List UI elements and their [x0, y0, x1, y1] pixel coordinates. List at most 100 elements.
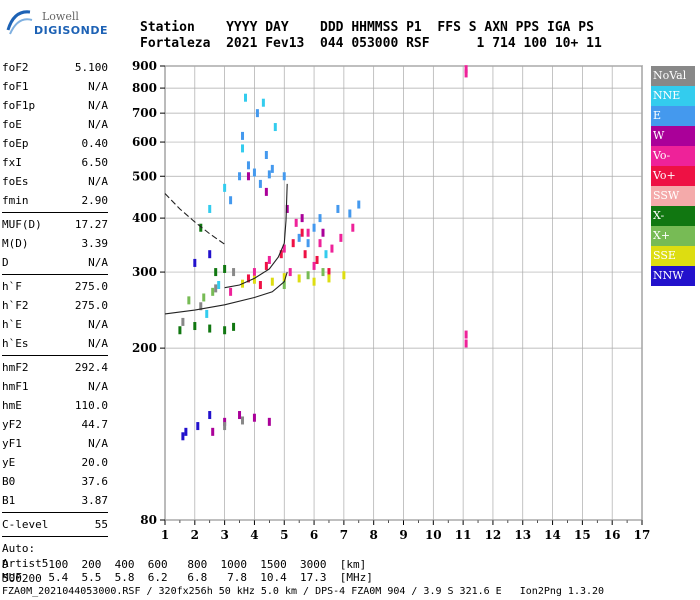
data-point — [255, 109, 259, 118]
data-point — [241, 131, 245, 140]
param-value: 44.7 — [81, 418, 109, 431]
header-values: Fortaleza 2021 Fev13 044 053000 RSF 1 71… — [140, 36, 602, 51]
height-trace — [164, 193, 225, 245]
data-point — [243, 93, 247, 102]
data-point — [315, 255, 319, 264]
data-point — [297, 233, 301, 242]
data-point — [297, 274, 301, 283]
param-value: 17.27 — [74, 218, 108, 231]
param-row: h`F2 275.0 — [2, 296, 108, 315]
panel-divider — [2, 212, 108, 213]
param-row: foF2 5.100 — [2, 58, 108, 77]
data-point — [330, 244, 334, 253]
x-tick-label: 4 — [250, 528, 258, 542]
data-point — [327, 274, 331, 283]
data-point — [252, 413, 256, 422]
param-value: N/A — [88, 380, 108, 393]
data-point — [214, 268, 218, 277]
data-point — [246, 172, 250, 181]
y-tick-label: 400 — [132, 211, 157, 225]
data-point — [464, 339, 468, 348]
param-key: h`F — [2, 280, 22, 293]
y-tick-label: 500 — [132, 169, 157, 183]
data-point — [270, 277, 274, 286]
logo-swirl-icon — [6, 10, 33, 35]
param-value: 2.90 — [81, 194, 109, 207]
data-point — [223, 183, 227, 192]
param-value: N/A — [88, 80, 108, 93]
legend-entry-vo-: Vo- — [651, 146, 695, 166]
data-point — [261, 98, 265, 107]
data-point — [223, 264, 227, 273]
data-point — [282, 244, 286, 253]
data-point — [264, 187, 268, 196]
polarization-legend: NoVal NNE E W Vo- Vo+ SSW X- X+ SSE NNW — [651, 66, 695, 286]
data-point — [238, 172, 242, 181]
param-row: foEp 0.40 — [2, 134, 108, 153]
x-tick-label: 17 — [634, 528, 651, 542]
data-point — [464, 69, 468, 78]
param-row: fmin 2.90 — [2, 191, 108, 210]
param-key: h`F2 — [2, 299, 29, 312]
param-value: 275.0 — [74, 299, 108, 312]
data-point — [211, 287, 215, 296]
data-point — [241, 416, 245, 425]
param-key: fxI — [2, 156, 22, 169]
param-value: N/A — [88, 118, 108, 131]
param-key: h`E — [2, 318, 22, 331]
param-key: foF1 — [2, 80, 29, 93]
param-key: yF1 — [2, 437, 22, 450]
param-value: 5.100 — [74, 61, 108, 74]
y-tick-label: 800 — [132, 81, 157, 95]
file-info-footer: FZA0M_2021044053000.RSF / 320fx256h 50 k… — [2, 586, 605, 597]
data-point — [306, 228, 310, 237]
param-value: 3.39 — [81, 237, 109, 250]
panel-divider — [2, 512, 108, 513]
data-point — [348, 209, 352, 218]
digisonde-logo: Lowell DIGISONDE — [4, 6, 107, 42]
data-point — [282, 273, 286, 282]
y-tick-label: 600 — [132, 135, 157, 149]
param-key: D — [2, 256, 9, 269]
data-point — [211, 427, 215, 436]
autoscaling-line: Artist5 — [2, 557, 49, 570]
legend-entry-sse: SSE — [651, 246, 695, 266]
data-point — [294, 218, 298, 227]
y-tick-label: 80 — [140, 513, 157, 527]
data-point — [312, 277, 316, 286]
muf-row: MUF 5.4 5.5 5.8 6.2 6.8 7.8 10.4 17.3 [M… — [2, 571, 373, 584]
parameter-panel: foF2 5.100 foF1 N/A foF1p N/A foE N/A foEp 0.40 fx… — [2, 58, 108, 586]
data-point — [196, 422, 200, 431]
x-tick-label: 9 — [399, 528, 407, 542]
data-point — [464, 65, 468, 74]
param-value: 6.50 — [81, 156, 109, 169]
param-row: C-level 55 — [2, 515, 108, 534]
height-trace — [164, 271, 288, 315]
param-value: 3.87 — [81, 494, 109, 507]
legend-entry-x-: X+ — [651, 226, 695, 246]
x-tick-label: 3 — [220, 528, 228, 542]
x-tick-label: 15 — [574, 528, 591, 542]
data-point — [252, 275, 256, 284]
data-point — [223, 326, 227, 335]
param-row: MUF(D) 17.27 — [2, 215, 108, 234]
param-row: fxI 6.50 — [2, 153, 108, 172]
param-value: 37.6 — [81, 475, 109, 488]
data-point — [187, 296, 191, 305]
param-value: 55 — [94, 518, 108, 531]
legend-entry-nne: NNE — [651, 86, 695, 106]
data-point — [229, 196, 233, 205]
data-point — [303, 250, 307, 259]
param-key: yE — [2, 456, 16, 469]
x-tick-label: 8 — [370, 528, 378, 542]
panel-divider — [2, 355, 108, 356]
data-point — [223, 422, 227, 431]
data-point — [300, 228, 304, 237]
param-key: h`Es — [2, 337, 29, 350]
data-point — [232, 322, 236, 331]
data-point — [229, 287, 233, 296]
data-point — [252, 168, 256, 177]
param-row: foF1p N/A — [2, 96, 108, 115]
data-point — [205, 309, 209, 318]
height-trace — [224, 183, 288, 289]
